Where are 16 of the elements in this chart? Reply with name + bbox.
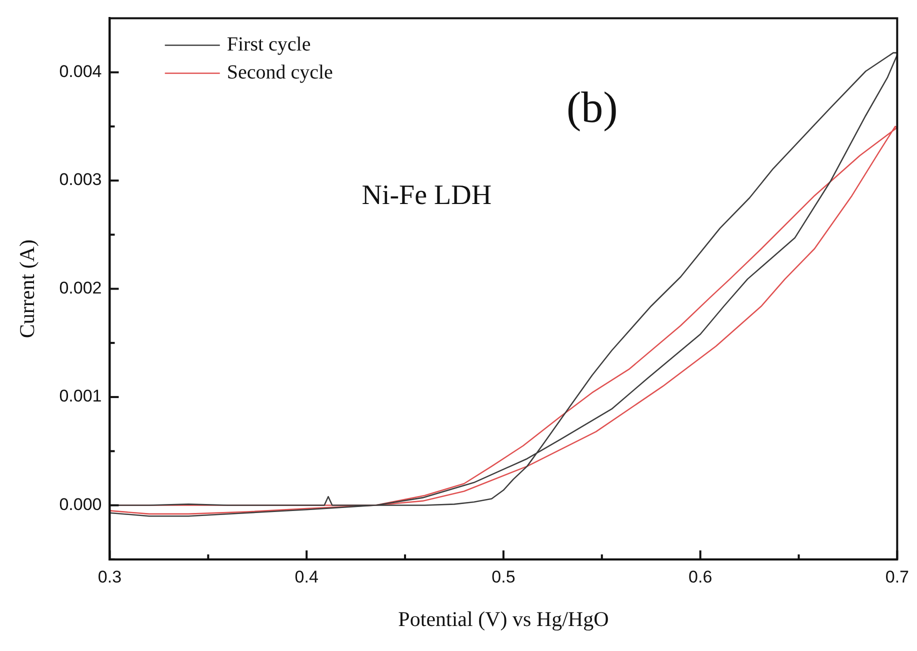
x-tick-label: 0.7 [885,567,910,586]
legend-label: Second cycle [226,62,334,84]
x-tick-label: 0.4 [294,567,318,586]
x-axis-title: Potential (V) vs Hg/HgO [398,606,609,631]
annotation: (b) [566,82,618,132]
x-tick-label: 0.6 [688,567,712,586]
annotation: Ni-Fe LDH [362,180,492,212]
y-tick-label: 0.002 [59,278,102,298]
y-tick-label: 0.003 [59,170,102,190]
legend-label: First cycle [226,34,311,56]
x-tick-label: 0.5 [492,567,516,586]
y-tick-label: 0.001 [59,386,102,406]
y-tick-label: 0.004 [59,62,102,82]
y-tick-label: 0.000 [59,494,102,514]
y-axis-title: Current (A) [15,240,40,338]
x-tick-label: 0.3 [98,567,122,586]
